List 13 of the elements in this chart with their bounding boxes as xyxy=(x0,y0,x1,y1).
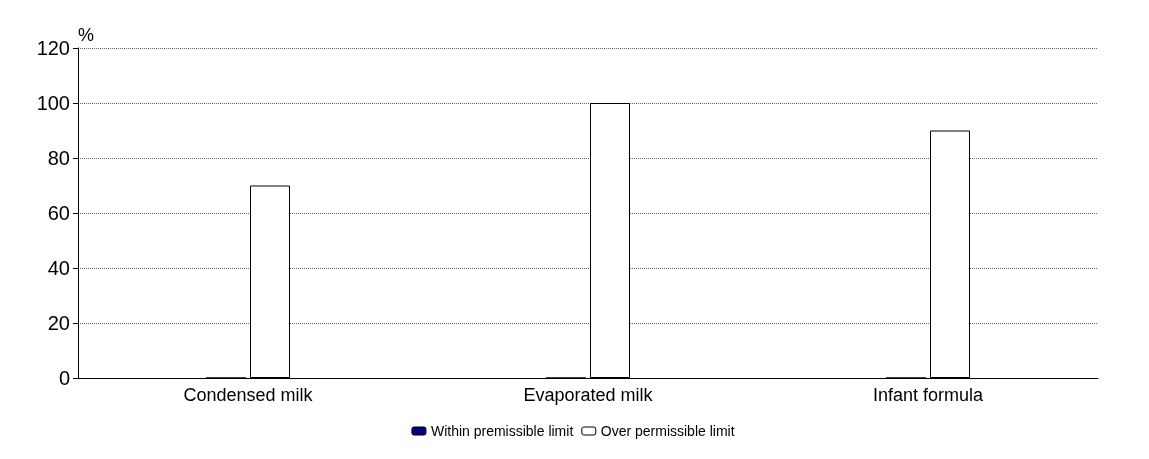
y-tick-label: 60 xyxy=(47,202,70,224)
y-tick-label: 40 xyxy=(47,257,70,279)
y-tick-label: 80 xyxy=(47,147,70,169)
x-tick-label: Infant formula xyxy=(872,385,985,405)
y-tick-label: 0 xyxy=(58,367,70,389)
x-tick-label: Condensed milk xyxy=(183,385,314,405)
y-tick-label: 20 xyxy=(47,312,70,334)
legend-label: Over permissible limit xyxy=(600,423,735,439)
y-tick-label: 120 xyxy=(36,37,70,59)
y-axis-title: % xyxy=(78,25,95,45)
x-tick-label: Evaporated milk xyxy=(523,385,654,405)
legend-label: Within premissible limit xyxy=(430,423,574,439)
y-tick-label: 100 xyxy=(36,92,70,114)
